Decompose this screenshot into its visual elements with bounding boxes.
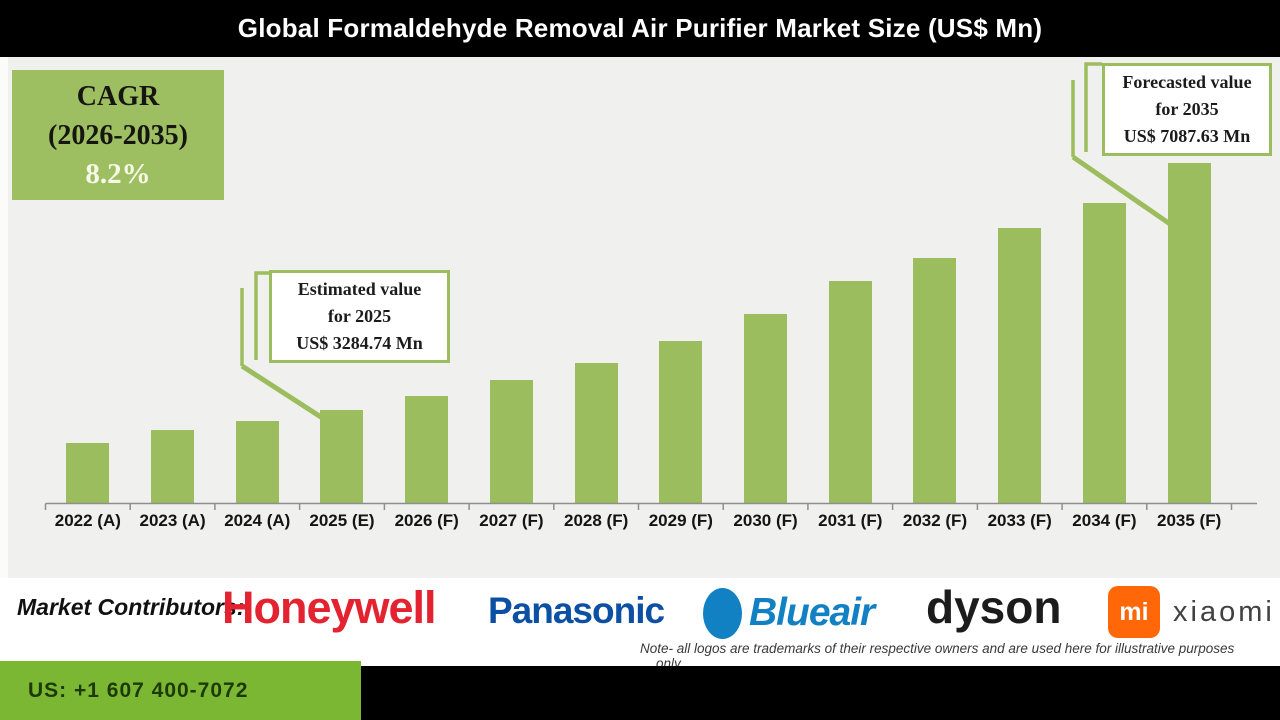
x-axis-label: 2025 (E) [309,511,375,530]
x-axis-label: 2034 (F) [1072,511,1137,530]
bar-2031-f [828,280,872,504]
estimated-leader-diagonal [240,363,326,422]
page-title: Global Formaldehyde Removal Air Purifier… [237,13,1043,43]
bar-2023-a [151,429,195,504]
xiaomi-mi-icon: mi [1108,586,1160,638]
forecasted-callout-value: US$ 7087.63 Mn [1123,126,1251,146]
x-axis-line [44,502,1257,510]
estimated-callout-line1: Estimated value [297,279,422,299]
forecasted-callout-line1: Forecasted value [1122,72,1252,92]
bar-2030-f [744,313,788,504]
bar-2029-f [659,340,703,504]
xiaomi-logo: mi xiaomi [1108,586,1275,638]
x-axis-label: 2031 (F) [818,511,883,530]
bar-2033-f [998,227,1042,504]
bar-2026-f [405,395,449,504]
trademark-note-line1: Note- all logos are trademarks of their … [640,641,1235,656]
xiaomi-wordmark: xiaomi [1173,595,1275,628]
cagr-badge: CAGR (2026-2035) 8.2% [12,70,224,200]
bar-2022-a [66,442,110,504]
estimated-callout-line2: for 2025 [327,306,392,326]
x-axis-label: 2029 (F) [648,511,713,530]
bar-2024-a [235,420,279,504]
cagr-title: CAGR [76,80,160,112]
axis-and-leader-overlay [44,62,1257,510]
estimated-leader-arm [254,271,269,360]
x-axis-label: 2027 (F) [479,511,544,530]
forecasted-value-callout: Forecasted value for 2035 US$ 7087.63 Mn [1102,63,1272,156]
phone-box: US: +1 607 400-7072 [0,661,361,720]
title-bar: Global Formaldehyde Removal Air Purifier… [0,0,1280,57]
forecasted-leader-diagonal [1071,154,1172,227]
blueair-logo: Blueair [703,586,875,640]
estimated-value-callout: Estimated value for 2025 US$ 3284.74 Mn [269,270,450,363]
forecasted-leader-arm [1084,62,1102,152]
x-axis-label: 2023 (A) [139,511,206,530]
x-axis-label: 2030 (F) [733,511,798,530]
bar-2034-f [1082,202,1126,504]
dyson-logo: dyson [926,581,1062,633]
blueair-wordmark: Blueair [749,591,875,634]
cagr-value: 8.2% [85,157,151,190]
x-axis-label: 2033 (F) [987,511,1052,530]
blueair-ellipse-icon [703,587,742,639]
x-axis-label: 2032 (F) [902,511,968,530]
x-axis-label: 2026 (F) [394,511,459,530]
x-axis-label: 2035 (F) [1157,511,1222,530]
contributors-band: Market Contributors: Honeywell Panasonic… [0,578,1280,671]
cagr-range: (2026-2035) [48,119,188,151]
bar-2032-f [913,257,957,504]
bar-2035-f [1167,162,1211,504]
honeywell-logo: Honeywell [222,582,437,633]
forecasted-callout-line2: for 2035 [1155,99,1219,119]
phone-number: US: +1 607 400-7072 [28,678,249,702]
chart-area: 2022 (A) 2023 (A) 2024 (A) 2025 (E) 2026 (F)… [0,57,1280,578]
panasonic-logo: Panasonic [488,590,665,631]
bar-2027-f [489,379,533,504]
market-contributors-label: Market Contributors: [17,594,245,620]
chart-left-margin [0,57,8,578]
estimated-callout-value: US$ 3284.74 Mn [296,333,423,353]
x-axis-label: 2028 (F) [564,511,629,530]
bar-2028-f [574,362,618,504]
bar-2025-e [320,409,364,504]
x-axis-label: 2024 (A) [224,511,291,530]
x-axis-label: 2022 (A) [54,511,121,530]
